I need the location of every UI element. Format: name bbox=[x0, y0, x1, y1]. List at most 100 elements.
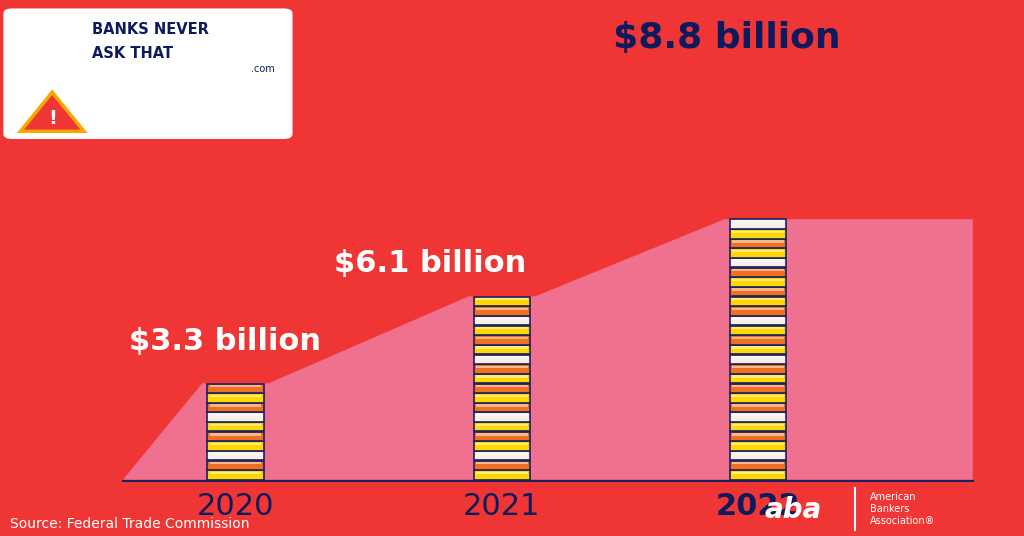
Bar bbox=[473, 345, 530, 354]
Bar bbox=[473, 403, 530, 412]
Bar bbox=[207, 451, 264, 460]
Bar bbox=[732, 385, 783, 387]
Bar bbox=[732, 221, 783, 223]
Bar bbox=[476, 433, 527, 435]
Text: Association®: Association® bbox=[870, 516, 936, 526]
Bar bbox=[729, 432, 786, 441]
Bar bbox=[732, 356, 783, 359]
Bar bbox=[732, 308, 783, 310]
Bar bbox=[732, 250, 783, 252]
Bar bbox=[729, 258, 786, 267]
Bar bbox=[210, 462, 261, 464]
Bar bbox=[473, 393, 530, 403]
Bar bbox=[210, 385, 261, 387]
Bar bbox=[476, 404, 527, 406]
Bar bbox=[729, 442, 786, 451]
Bar bbox=[473, 413, 530, 422]
Bar bbox=[210, 423, 261, 426]
Bar bbox=[207, 393, 264, 403]
Bar bbox=[732, 375, 783, 378]
Bar bbox=[732, 423, 783, 426]
Bar bbox=[473, 297, 530, 306]
Bar bbox=[729, 374, 786, 383]
Bar bbox=[729, 297, 786, 306]
Bar bbox=[729, 229, 786, 239]
Bar bbox=[210, 472, 261, 474]
Bar bbox=[476, 452, 527, 455]
Bar bbox=[476, 375, 527, 378]
Bar bbox=[473, 422, 530, 431]
Bar bbox=[729, 267, 786, 277]
Bar bbox=[732, 472, 783, 474]
Bar bbox=[729, 384, 786, 393]
Bar bbox=[732, 298, 783, 300]
Bar bbox=[732, 462, 783, 464]
Bar bbox=[732, 394, 783, 397]
Bar bbox=[729, 403, 786, 412]
Bar bbox=[729, 461, 786, 470]
Bar bbox=[476, 443, 527, 445]
Bar bbox=[476, 385, 527, 387]
Text: $3.3 billion: $3.3 billion bbox=[129, 327, 322, 356]
Bar bbox=[473, 364, 530, 374]
Text: ASK THAT: ASK THAT bbox=[92, 46, 173, 61]
Bar bbox=[473, 374, 530, 383]
Bar bbox=[729, 278, 786, 287]
Bar bbox=[732, 414, 783, 416]
Bar bbox=[210, 443, 261, 445]
Bar bbox=[473, 432, 530, 441]
Bar bbox=[732, 230, 783, 233]
Bar bbox=[473, 442, 530, 451]
Bar bbox=[210, 452, 261, 455]
Bar bbox=[210, 414, 261, 416]
Bar bbox=[729, 326, 786, 335]
Bar bbox=[732, 279, 783, 281]
Bar bbox=[732, 240, 783, 242]
Bar bbox=[207, 461, 264, 470]
Bar bbox=[207, 432, 264, 441]
Bar bbox=[729, 451, 786, 460]
Text: $8.8 billion: $8.8 billion bbox=[613, 21, 841, 55]
Bar bbox=[732, 366, 783, 368]
Bar bbox=[473, 471, 530, 480]
Bar bbox=[729, 336, 786, 345]
Bar bbox=[207, 442, 264, 451]
Polygon shape bbox=[123, 219, 973, 480]
Bar bbox=[729, 364, 786, 374]
Bar bbox=[732, 452, 783, 455]
Bar bbox=[729, 287, 786, 296]
Bar bbox=[207, 413, 264, 422]
Bar bbox=[473, 326, 530, 335]
Text: .com: .com bbox=[251, 64, 274, 73]
Bar bbox=[729, 355, 786, 364]
Bar bbox=[732, 288, 783, 291]
Bar bbox=[476, 327, 527, 329]
Bar bbox=[476, 472, 527, 474]
Bar bbox=[729, 249, 786, 258]
Bar bbox=[210, 404, 261, 406]
Bar bbox=[729, 220, 786, 229]
Bar bbox=[476, 366, 527, 368]
Bar bbox=[729, 306, 786, 316]
Bar bbox=[729, 345, 786, 354]
Text: Bankers: Bankers bbox=[870, 504, 909, 514]
Text: Source: Federal Trade Commission: Source: Federal Trade Commission bbox=[10, 517, 250, 531]
Bar bbox=[729, 393, 786, 403]
Text: 2020: 2020 bbox=[197, 492, 274, 521]
Text: $6.1 billion: $6.1 billion bbox=[334, 249, 526, 278]
Bar bbox=[476, 356, 527, 359]
Bar bbox=[473, 384, 530, 393]
Bar bbox=[476, 423, 527, 426]
Bar bbox=[729, 422, 786, 431]
Text: 2022: 2022 bbox=[716, 492, 800, 521]
Bar bbox=[473, 451, 530, 460]
Bar bbox=[476, 308, 527, 310]
Bar bbox=[732, 404, 783, 406]
Text: American: American bbox=[870, 493, 916, 502]
Bar bbox=[732, 317, 783, 319]
Bar bbox=[729, 471, 786, 480]
Bar bbox=[732, 433, 783, 435]
Bar bbox=[476, 298, 527, 300]
FancyBboxPatch shape bbox=[4, 9, 292, 138]
Bar bbox=[732, 327, 783, 329]
